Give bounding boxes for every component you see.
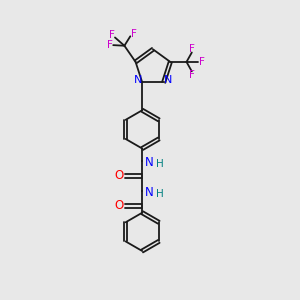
Text: N: N <box>145 186 154 199</box>
Text: H: H <box>156 159 164 170</box>
Text: F: F <box>131 29 137 39</box>
Text: F: F <box>109 30 114 40</box>
Text: O: O <box>114 199 123 212</box>
Text: H: H <box>156 190 164 200</box>
Text: F: F <box>107 40 112 50</box>
Text: N: N <box>164 75 172 85</box>
Text: N: N <box>145 156 154 169</box>
Text: F: F <box>199 57 205 67</box>
Text: F: F <box>189 70 195 80</box>
Text: F: F <box>189 44 195 54</box>
Text: O: O <box>114 169 123 182</box>
Text: N: N <box>134 75 142 85</box>
